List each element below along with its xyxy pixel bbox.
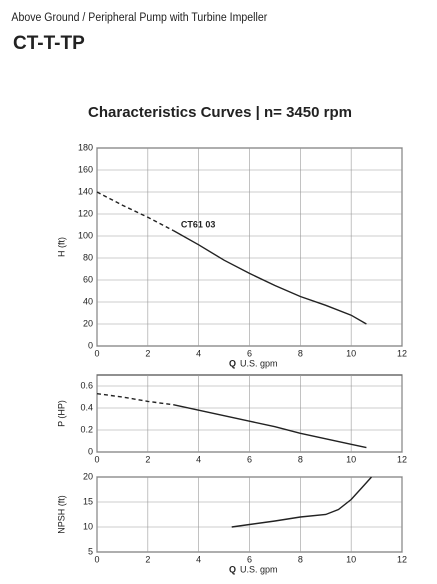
y-tick-label: 100 [78,230,93,240]
y-axis-label: NPSH (ft) [56,495,66,534]
x-axis-symbol: Q [229,358,236,368]
subtitle: Above Ground / Peripheral Pump with Turb… [11,12,267,25]
x-tick-label: 6 [247,454,252,464]
curve [96,191,174,232]
x-tick-label: 2 [145,554,150,564]
x-tick-label: 2 [145,454,150,464]
y-tick-label: 0 [88,340,93,350]
x-tick-label: 4 [196,454,201,464]
x-tick-label: 8 [298,348,303,358]
y-tick-label: 140 [78,186,93,196]
x-tick-label: 12 [397,348,407,358]
annotation: CT61 03 [181,219,216,229]
x-axis-label: U.S. gpm [240,564,278,574]
y-tick-label: 5 [88,546,93,556]
x-tick-label: 10 [346,554,356,564]
y-tick-label: 0.2 [80,424,93,434]
y-tick-label: 180 [78,142,93,152]
x-tick-label: 8 [298,454,303,464]
x-axis-label: U.S. gpm [240,358,278,368]
curve [96,393,174,406]
x-tick-label: 0 [94,454,99,464]
x-tick-label: 10 [346,454,356,464]
y-tick-label: 160 [78,164,93,174]
x-tick-label: 6 [247,348,252,358]
x-tick-label: 2 [145,348,150,358]
curve [172,229,367,325]
x-tick-label: 12 [397,454,407,464]
x-tick-label: 8 [298,554,303,564]
x-tick-label: 4 [196,554,201,564]
x-tick-label: 10 [346,348,356,358]
x-axis-symbol: Q [229,564,236,574]
y-tick-label: 120 [78,208,93,218]
x-tick-label: 4 [196,348,201,358]
section-title: Characteristics Curves | n= 3450 rpm [88,104,352,121]
curve [173,404,367,449]
y-tick-label: 20 [83,318,93,328]
y-tick-label: 80 [83,252,93,262]
x-tick-label: 0 [94,554,99,564]
y-tick-label: 20 [83,471,93,481]
y-tick-label: 60 [83,274,93,284]
y-tick-label: 0.4 [80,402,93,412]
y-tick-label: 10 [83,521,93,531]
x-tick-label: 6 [247,554,252,564]
y-tick-label: 15 [83,496,93,506]
y-axis-label: H (ft) [56,237,66,257]
curve [231,476,373,528]
y-tick-label: 40 [83,296,93,306]
y-axis-label: P (HP) [56,400,66,427]
x-tick-label: 0 [94,348,99,358]
y-tick-label: 0 [88,446,93,456]
x-tick-label: 12 [397,554,407,564]
y-tick-label: 0.6 [80,380,93,390]
title: CT-T-TP [13,33,85,54]
